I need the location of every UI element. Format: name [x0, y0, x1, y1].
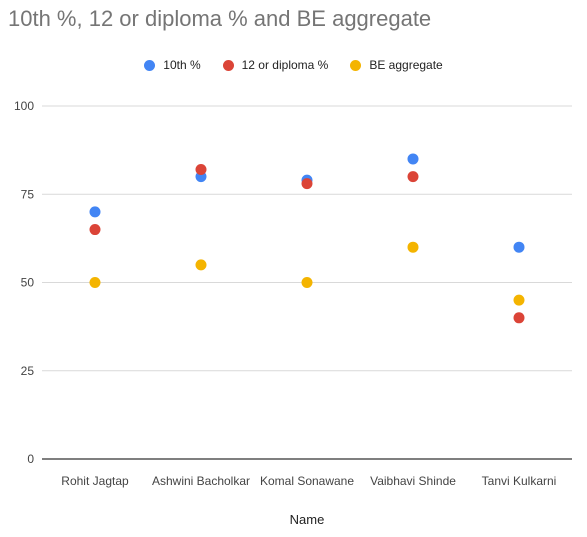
x-tick-label: Vaibhavi Shinde [370, 474, 456, 488]
x-tick-label: Tanvi Kulkarni [482, 474, 557, 488]
data-point-series-2 [195, 259, 207, 271]
x-axis-ticks: Rohit Jagtap Ashwini Bacholkar Komal Sonaw… [61, 474, 556, 488]
data-point-series-1 [195, 164, 207, 176]
gridlines [42, 105, 572, 460]
data-point-series-0 [89, 206, 101, 218]
chart-legend: 10th % 12 or diploma % BE aggregate [0, 58, 587, 72]
data-point-series-2 [513, 294, 525, 306]
y-axis-ticks: 0 25 50 75 100 [14, 99, 34, 466]
data-point-series-1 [513, 312, 525, 324]
data-points [89, 153, 525, 324]
data-point-series-0 [513, 241, 525, 253]
legend-item-10th: 10th % [144, 58, 201, 72]
x-tick-label: Komal Sonawane [260, 474, 354, 488]
legend-label-12-or-diploma: 12 or diploma % [241, 58, 329, 72]
x-tick-label: Ashwini Bacholkar [152, 474, 250, 488]
y-tick-label: 25 [21, 364, 35, 378]
x-tick-label: Rohit Jagtap [61, 474, 129, 488]
legend-marker-be-aggregate [350, 59, 362, 71]
legend-label-10th: 10th % [163, 58, 201, 72]
data-point-series-2 [407, 241, 419, 253]
data-point-series-2 [301, 277, 313, 288]
data-point-series-1 [407, 171, 419, 183]
y-tick-label: 0 [27, 452, 34, 466]
chart-title: 10th %, 12 or diploma % and BE aggregate [8, 6, 432, 31]
legend-marker-10th [144, 59, 156, 71]
data-point-series-1 [89, 224, 101, 236]
y-tick-label: 100 [14, 99, 34, 113]
legend-marker-12-or-diploma [222, 59, 234, 71]
legend-item-12-or-diploma: 12 or diploma % [222, 58, 329, 72]
x-axis-title: Name [290, 512, 325, 527]
data-point-series-2 [89, 277, 101, 288]
y-tick-label: 50 [21, 276, 35, 290]
data-point-series-1 [301, 178, 313, 190]
legend-item-be-aggregate: BE aggregate [350, 58, 443, 72]
y-tick-label: 75 [21, 187, 35, 201]
legend-label-be-aggregate: BE aggregate [369, 58, 443, 72]
data-point-series-0 [407, 153, 419, 165]
